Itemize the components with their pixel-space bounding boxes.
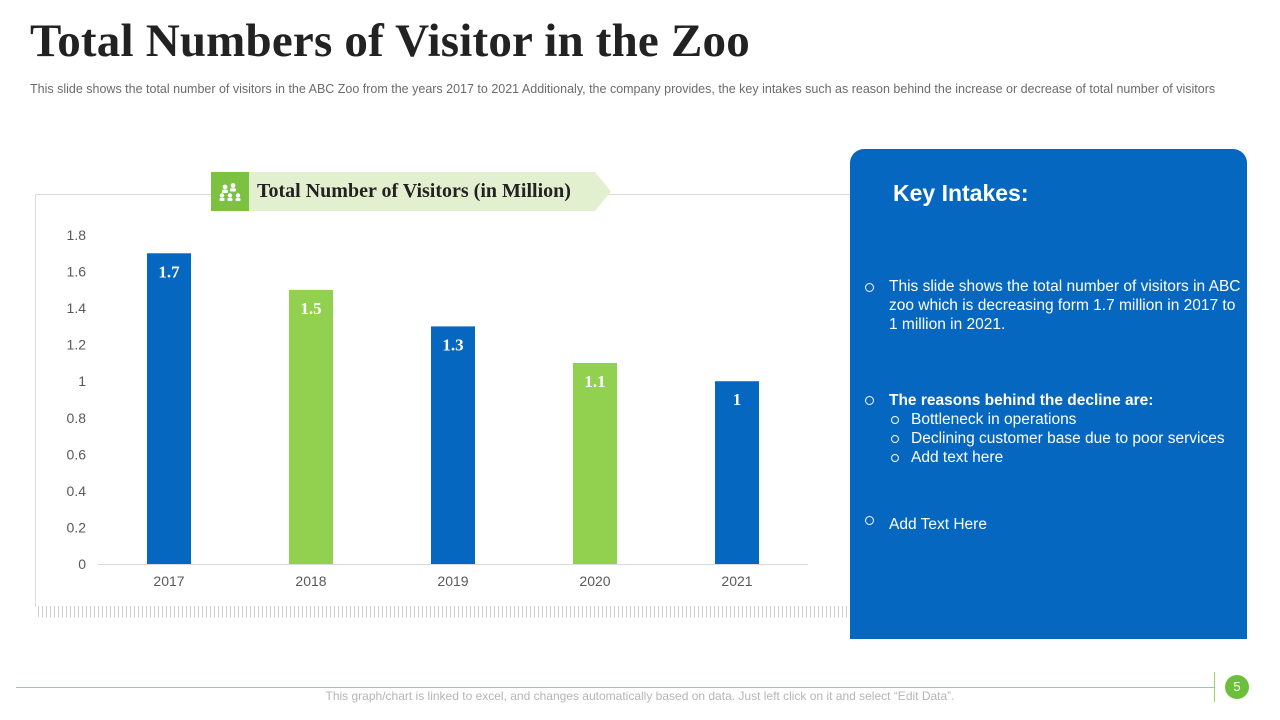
key-intakes-panel bbox=[850, 149, 1247, 639]
bar bbox=[431, 326, 475, 564]
page-title: Total Numbers of Visitor in the Zoo bbox=[30, 15, 750, 67]
data-label: 1 bbox=[733, 390, 742, 409]
page-subtitle: This slide shows the total number of vis… bbox=[30, 82, 1216, 96]
data-label: 1.7 bbox=[158, 262, 180, 281]
x-tick-label: 2020 bbox=[579, 573, 610, 589]
chart-title-banner bbox=[211, 172, 611, 211]
y-tick-label: 1 bbox=[78, 373, 86, 389]
footer-divider bbox=[16, 687, 1214, 688]
bullet-icon bbox=[865, 283, 874, 292]
y-tick-label: 0.4 bbox=[67, 483, 87, 499]
list-item: Bottleneck in operations bbox=[889, 410, 1241, 429]
key-intake-point-3: Add Text Here bbox=[889, 516, 987, 533]
list-item: Declining customer base due to poor serv… bbox=[889, 429, 1241, 448]
footer-note: This graph/chart is linked to excel, and… bbox=[325, 689, 955, 703]
chart-title: Total Number of Visitors (in Million) bbox=[257, 180, 571, 202]
footer-divider-tick bbox=[1214, 672, 1215, 702]
chart-frame-hatch bbox=[38, 606, 850, 617]
bar bbox=[147, 253, 191, 564]
people-group-icon bbox=[211, 172, 249, 211]
x-tick-label: 2017 bbox=[153, 573, 184, 589]
data-label: 1.3 bbox=[442, 335, 463, 354]
bar bbox=[573, 362, 617, 564]
data-label: 1.5 bbox=[300, 299, 321, 318]
key-intake-point-2: The reasons behind the decline are: Bott… bbox=[889, 391, 1241, 467]
decline-reasons-list: Bottleneck in operations Declining custo… bbox=[889, 410, 1241, 467]
key-intakes-heading: Key Intakes: bbox=[893, 180, 1029, 206]
bullet-icon bbox=[865, 396, 874, 405]
bar bbox=[715, 381, 759, 564]
data-label: 1.1 bbox=[584, 372, 605, 391]
x-tick-label: 2018 bbox=[295, 573, 326, 589]
y-tick-label: 0.8 bbox=[67, 410, 87, 426]
y-tick-label: 1.2 bbox=[67, 337, 87, 353]
y-tick-label: 1.8 bbox=[67, 227, 87, 243]
key-intake-point-1: This slide shows the total number of vis… bbox=[889, 278, 1241, 333]
x-tick-label: 2021 bbox=[721, 573, 752, 589]
decline-reasons-heading: The reasons behind the decline are: bbox=[889, 392, 1154, 409]
y-tick-label: 0 bbox=[78, 556, 86, 572]
page-number-badge: 5 bbox=[1225, 675, 1249, 699]
y-tick-label: 0.2 bbox=[67, 519, 87, 535]
y-tick-label: 1.4 bbox=[67, 300, 87, 316]
x-tick-label: 2019 bbox=[437, 573, 468, 589]
list-item: Add text here bbox=[889, 448, 1241, 467]
bar bbox=[289, 289, 333, 564]
y-tick-label: 0.6 bbox=[67, 446, 87, 462]
bullet-icon bbox=[865, 516, 874, 525]
y-tick-label: 1.6 bbox=[67, 264, 87, 280]
